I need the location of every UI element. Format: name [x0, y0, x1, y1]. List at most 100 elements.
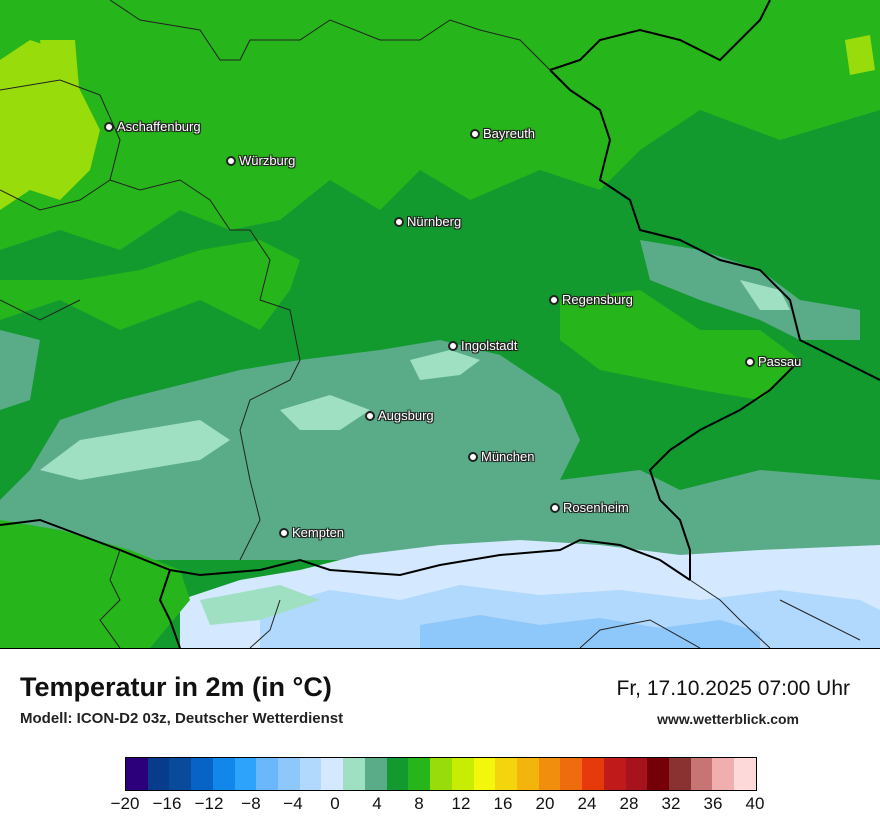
zone-yellowgreen-ne: [845, 35, 875, 75]
legend-tick-label: −20: [110, 794, 140, 813]
legend-tick-label: 28: [619, 794, 639, 813]
map-canvas: [0, 0, 880, 648]
city-marker: Augsburg: [365, 408, 434, 423]
city-label: Regensburg: [562, 292, 633, 307]
zone-mint-2: [280, 395, 370, 430]
model-info: Modell: ICON-D2 03z, Deutscher Wetterdie…: [20, 710, 344, 727]
zone-cool-west: [0, 330, 40, 410]
city-label: Aschaffenburg: [117, 119, 201, 134]
legend-color-cell: [451, 758, 474, 790]
city-marker: Regensburg: [549, 292, 633, 307]
city-dot-icon: [104, 121, 114, 132]
city-label: München: [481, 449, 535, 464]
city-label: Rosenheim: [563, 500, 629, 515]
zone-warm-east: [560, 290, 800, 400]
legend-tick-label: 40: [745, 794, 765, 813]
zone-warm-southwest: [0, 520, 190, 648]
legend-color-cell: [256, 758, 279, 790]
city-marker: Aschaffenburg: [104, 119, 201, 134]
legend-color-cell: [712, 758, 735, 790]
city-marker: Passau: [745, 354, 801, 369]
city-dot-icon: [394, 216, 404, 227]
legend-color-cell: [495, 758, 517, 790]
map-title: Temperatur in 2m (in °C): [20, 672, 332, 702]
legend-tick-label: 36: [703, 794, 723, 813]
zone-mint-4: [740, 280, 790, 310]
legend-color-cell: [582, 758, 604, 790]
forecast-datetime: Fr, 17.10.2025 07:00 Uhr: [616, 677, 851, 700]
legend-tick-label: −12: [194, 794, 224, 813]
city-marker: Kempten: [279, 525, 344, 540]
legend-tick-label: 4: [372, 794, 382, 813]
legend-tick-label: −8: [241, 794, 261, 813]
legend-color-cell: [234, 758, 257, 790]
state-borders: [0, 0, 861, 648]
legend-color-cell: [299, 758, 322, 790]
legend-tick-label: −4: [283, 794, 303, 813]
legend-color-cell: [734, 758, 756, 790]
legend-color-cell: [191, 758, 213, 790]
city-dot-icon: [745, 356, 755, 367]
legend-tick-label: 32: [661, 794, 681, 813]
legend-color-cell: [364, 758, 387, 790]
zone-warm-west: [0, 240, 300, 330]
city-marker: Würzburg: [226, 153, 295, 168]
city-label: Ingolstadt: [461, 338, 518, 353]
zone-cool-band: [0, 340, 880, 560]
legend-color-cell: [169, 758, 192, 790]
legend-tick-label: 16: [493, 794, 513, 813]
legend-color-cell: [212, 758, 235, 790]
city-dot-icon: [279, 527, 289, 538]
legend-color-cell: [147, 758, 170, 790]
zone-yellowgreen-nw: [40, 40, 80, 110]
city-marker: Bayreuth: [470, 126, 535, 141]
city-dot-icon: [550, 502, 560, 513]
legend-color-cell: [278, 758, 300, 790]
city-dot-icon: [226, 155, 236, 166]
legend-color-cell: [321, 758, 344, 790]
city-dot-icon: [549, 294, 559, 305]
legend-tick-label: 20: [535, 794, 555, 813]
city-label: Augsburg: [378, 408, 434, 423]
legend-tick-label: 12: [451, 794, 471, 813]
city-marker: Nürnberg: [394, 214, 461, 229]
city-label: Passau: [758, 354, 802, 369]
legend-color-cell: [625, 758, 648, 790]
zone-alpine-coldest: [420, 615, 760, 648]
zone-mint-3: [410, 350, 480, 380]
legend-tick-label: 8: [414, 794, 424, 813]
zone-mint-1: [40, 420, 230, 480]
city-dot-icon: [470, 128, 480, 139]
city-label: Nürnberg: [407, 214, 462, 229]
city-dot-icon: [448, 340, 458, 351]
legend-color-cell: [560, 758, 583, 790]
zone-warm-north: [0, 0, 880, 250]
country-borders: [0, 0, 880, 648]
city-marker: München: [468, 449, 534, 464]
legend-color-cell: [408, 758, 431, 790]
legend-color-cell: [516, 758, 539, 790]
website-link[interactable]: www.wetterblick.com: [657, 711, 799, 727]
legend-color-cell: [430, 758, 452, 790]
legend-color-cell: [343, 758, 365, 790]
legend-color-cell: [690, 758, 713, 790]
legend-color-cell: [603, 758, 626, 790]
color-legend: [125, 757, 757, 791]
legend-color-cell: [647, 758, 669, 790]
legend-tick-label: 24: [577, 794, 597, 813]
zone-alpine-mint: [200, 585, 320, 625]
city-marker: Ingolstadt: [448, 338, 517, 353]
city-dot-icon: [365, 410, 375, 421]
temperature-map: Aschaffenburg Würzburg Bayreuth Nürnberg…: [0, 0, 880, 649]
legend-color-cell: [126, 758, 148, 790]
legend-color-cell: [668, 758, 691, 790]
legend-color-cell: [538, 758, 561, 790]
city-label: Bayreuth: [483, 126, 536, 141]
city-label: Würzburg: [239, 153, 296, 168]
legend-color-cell: [386, 758, 409, 790]
city-marker: Rosenheim: [550, 500, 629, 515]
legend-tick-label: 0: [330, 794, 340, 813]
legend-color-cell: [473, 758, 496, 790]
legend-tick-label: −16: [152, 794, 182, 813]
city-dot-icon: [468, 451, 478, 462]
